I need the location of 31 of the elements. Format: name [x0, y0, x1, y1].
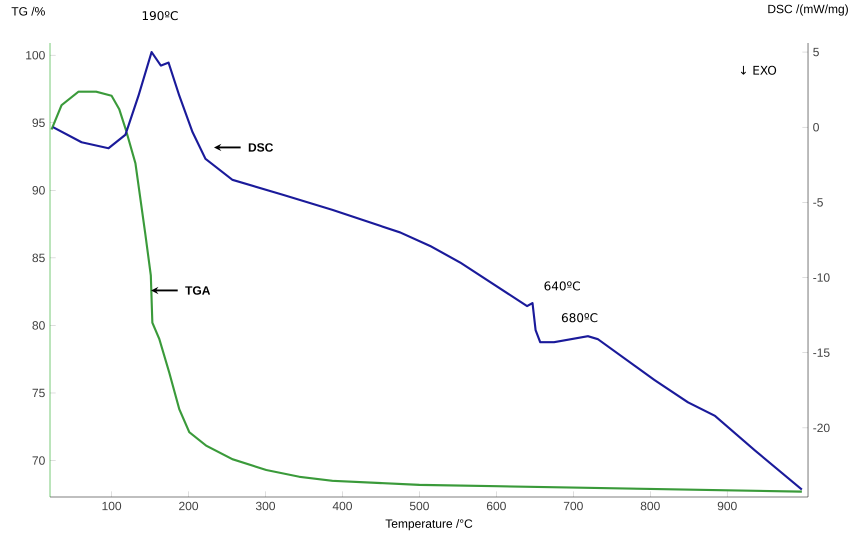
y2-tick-label: -5 [813, 198, 823, 207]
y2-tick-label: -15 [813, 348, 830, 357]
y2-tick-label: 0 [813, 122, 819, 132]
x-tick-label: 500 [410, 502, 429, 510]
annotation: ↓ EXO [740, 66, 776, 75]
x-tick-label: 200 [179, 502, 198, 510]
text: DSC [248, 143, 274, 152]
y-tick-label: 75 [32, 388, 45, 398]
y-tick-label: 85 [32, 254, 45, 262]
text: TGA [185, 286, 210, 295]
y2-tick-label: 5 [813, 48, 819, 56]
x-tick-label: 700 [564, 502, 583, 510]
x-axis-title: Temperature /°C [386, 519, 472, 530]
y-tick-label: 95 [32, 118, 45, 127]
y-tick-label: 90 [32, 186, 45, 195]
x-tick-label: 900 [718, 502, 737, 510]
x-tick-label: 300 [256, 502, 276, 510]
y-tick-label: 70 [32, 456, 45, 465]
y-tick-label: 80 [32, 321, 45, 330]
text: 190ºC [142, 11, 178, 20]
annotation: 640ºC [544, 281, 580, 290]
annotation: 680ºC [562, 313, 598, 322]
y2-tick-label: -10 [813, 273, 830, 282]
x-tick-label: 100 [102, 502, 122, 510]
y2-axis-title: DSC /(mW/mg) [768, 4, 848, 16]
y2-tick-label: -20 [813, 424, 830, 432]
y-axis-title: TG /% [12, 6, 45, 16]
x-tick-label: 400 [332, 502, 352, 510]
x-tick-label: 600 [486, 502, 506, 510]
x-tick-label: 800 [640, 502, 660, 510]
y-tick-label: 100 [26, 50, 45, 60]
